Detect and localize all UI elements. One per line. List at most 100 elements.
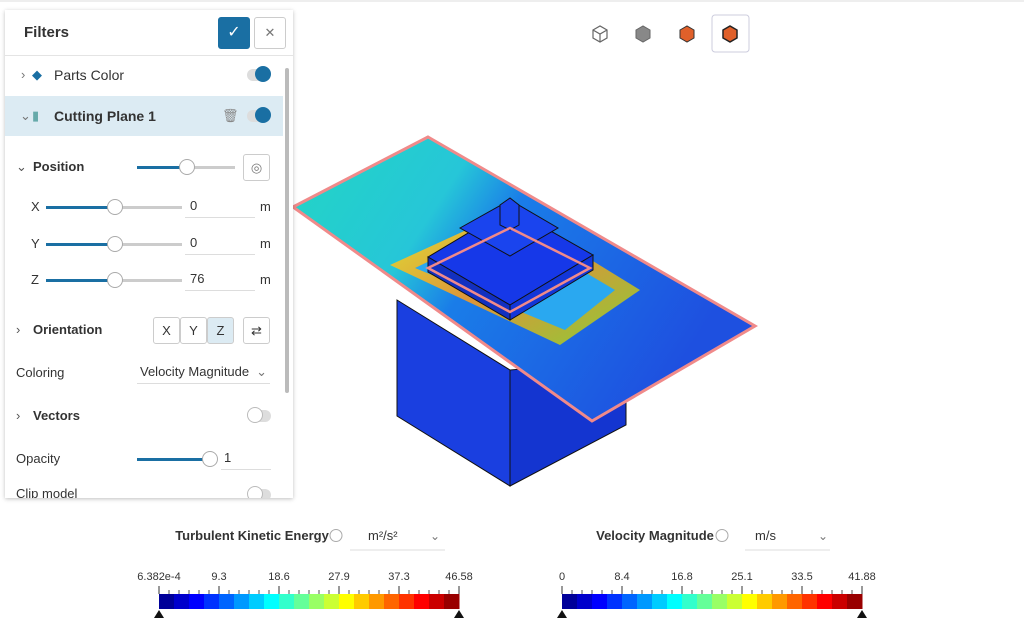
legends: Turbulent Kinetic Energy m²/s² ⌄ 6.382e-4 9.… [137, 528, 876, 618]
legend-title: Velocity Magnitude [596, 528, 714, 543]
input-value: 76 [190, 271, 205, 286]
legend-unit: m²/s² [368, 528, 398, 543]
colorbar-segment [682, 594, 698, 609]
section-label: Vectors [33, 408, 80, 423]
filters-panel: Filters ✓ ✕ › ◆ Parts Color ⌄ ▮ Cutting Pl… [5, 10, 293, 498]
cutting-plane-row[interactable]: ⌄ ▮ Cutting Plane 1 🗑 [5, 106, 283, 126]
unit-caret: ⌄ [818, 529, 828, 543]
input-value: 1 [224, 450, 232, 465]
colorbar-segment [817, 594, 833, 609]
item-label: Parts Color [54, 67, 125, 83]
unit: m [260, 235, 271, 251]
view-icon[interactable] [635, 25, 651, 43]
colorbar-segment [324, 594, 340, 609]
orientation-button[interactable]: Z [207, 317, 234, 344]
toggle[interactable] [247, 66, 271, 82]
scrollbar[interactable] [285, 68, 289, 393]
close-button[interactable]: ✕ [254, 17, 286, 49]
colorbar-segment [622, 594, 638, 609]
colorbar-segment [577, 594, 593, 609]
input-value: 0 [190, 198, 198, 213]
axis-row: Y 0 m [5, 232, 283, 255]
colorbar-tick-label: 33.5 [791, 571, 812, 583]
colorbar-segment [802, 594, 818, 609]
delete-icon[interactable]: 🗑 [222, 108, 239, 123]
flip-button[interactable]: ⇄ [243, 317, 270, 344]
colorbar-segment [354, 594, 370, 609]
opacity-row: Opacity 1 [5, 447, 283, 470]
colorbar-tick-label: 27.9 [328, 571, 349, 583]
colorbar-segment [727, 594, 743, 609]
input-value: 0 [190, 234, 198, 250]
colorbar-tick-label: 9.3 [211, 571, 226, 583]
legend-title: Turbulent Kinetic Energy [175, 528, 329, 543]
colorbar-segment [772, 594, 788, 609]
axis-name: Z [31, 272, 39, 287]
opacity-input[interactable]: 1 [221, 447, 271, 470]
colorbar-tick-label: 0 [559, 571, 565, 583]
view-icon[interactable] [592, 25, 608, 43]
range-handle[interactable] [857, 610, 867, 618]
slider[interactable] [46, 272, 182, 288]
range-handle[interactable] [454, 610, 464, 618]
colorbar-segment [339, 594, 355, 609]
colorbar-segment [264, 594, 280, 609]
toggle[interactable] [247, 107, 271, 123]
field-label: Coloring [16, 365, 65, 380]
vectors-row: › Vectors [5, 406, 283, 426]
colorbar-segment [667, 594, 683, 609]
view-toolbar [592, 14, 750, 53]
colorbar-segment [189, 594, 205, 609]
colorbar-segment [429, 594, 445, 609]
coloring-row: Coloring Velocity Magnitude ⌄ [5, 361, 283, 384]
legend-menu[interactable] [715, 529, 729, 542]
colorbar-segment [174, 594, 190, 609]
orientation-button[interactable]: X [153, 317, 180, 344]
item-label: Cutting Plane 1 [54, 108, 156, 124]
slider[interactable] [46, 199, 182, 215]
colorbar-segment [652, 594, 668, 609]
center-button[interactable]: ◎ [243, 154, 270, 181]
coloring-select[interactable]: Velocity Magnitude ⌄ [137, 361, 270, 384]
axis-input[interactable]: 0 [185, 195, 255, 218]
apply-button[interactable]: ✓ [218, 17, 250, 49]
colorbar-tick-label: 16.8 [671, 571, 692, 583]
field-label: Opacity [16, 451, 61, 466]
axis-input[interactable]: 76 [185, 268, 255, 291]
colorbar-segment [712, 594, 728, 609]
range-handle[interactable] [154, 610, 164, 618]
unit: m [260, 199, 271, 214]
section-label: Position [33, 159, 85, 174]
toggle[interactable] [247, 486, 271, 498]
axis-name: Y [31, 235, 40, 251]
colorbar-tick-label: 25.1 [731, 571, 752, 583]
colorbar-segment [279, 594, 295, 609]
scene [290, 135, 758, 487]
colorbar-segment [607, 594, 623, 609]
orientation-button[interactable]: Y [180, 317, 207, 344]
colorbar-segment [369, 594, 385, 609]
view-icon[interactable] [679, 25, 695, 43]
colorbar-tick-label: 6.382e-4 [137, 571, 180, 583]
position-row: ⌄ Position ◎ [5, 154, 283, 181]
colorbar-tick-label: 37.3 [388, 571, 409, 583]
slider[interactable] [46, 235, 182, 252]
legend-menu[interactable] [329, 529, 343, 542]
range-handle[interactable] [557, 610, 567, 618]
parts-color-row[interactable]: › ◆ Parts Color [5, 65, 283, 85]
colorbar-segment [444, 594, 460, 609]
section-outline [425, 226, 593, 314]
colorbar-segment [742, 594, 758, 609]
colorbar-segment [637, 594, 653, 609]
colorbar-segment [204, 594, 220, 609]
colorbar-segment [294, 594, 310, 609]
selected-row-bg [5, 96, 283, 136]
colorbar-tick-label: 41.88 [848, 571, 876, 583]
colorbar-segment [309, 594, 325, 609]
toggle[interactable] [247, 407, 271, 423]
axis-input[interactable]: 0 [185, 232, 255, 255]
select-value: Velocity Magnitude [140, 364, 250, 379]
